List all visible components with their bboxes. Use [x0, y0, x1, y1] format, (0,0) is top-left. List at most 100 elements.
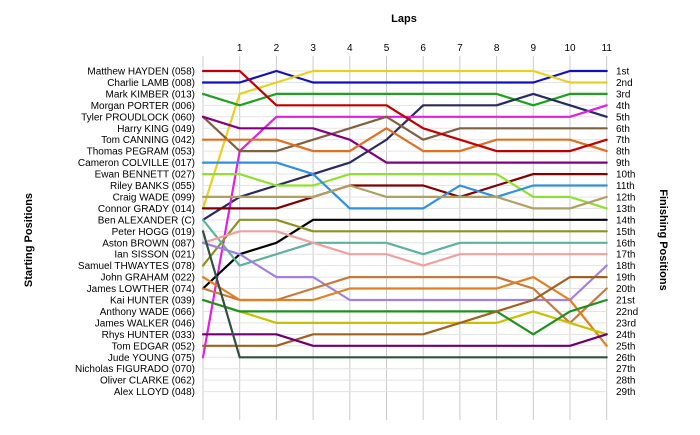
x-tick-label: 2: [274, 43, 280, 54]
finishing-position-label: 16th: [616, 238, 635, 249]
starting-position-label: Alex LLOYD (048): [114, 387, 195, 398]
starting-position-label: Connor GRADY (014): [98, 204, 195, 215]
starting-position-label: Rhys HUNTER (033): [102, 330, 195, 341]
series-line-10: [201, 173, 608, 210]
starting-position-label: Mark KIMBER (013): [106, 89, 195, 100]
series-line-17: [201, 230, 608, 267]
starting-position-label: Samuel THWAYTES (078): [78, 261, 195, 272]
starting-position-label: Matthew HAYDEN (058): [87, 67, 195, 78]
starting-position-labels: Matthew HAYDEN (058)Charlie LAMB (008)Ma…: [75, 67, 195, 399]
x-tick-label: 6: [420, 43, 426, 54]
series-line-1: [201, 69, 608, 84]
right-axis-title: Finishing Positions: [657, 189, 669, 290]
series-line-20: [201, 276, 608, 347]
finishing-position-label: 15th: [616, 227, 635, 238]
starting-position-label: Oliver CLARKE (062): [100, 376, 195, 387]
x-tick-label: 5: [384, 43, 390, 54]
starting-position-label: Ewan BENNETT (027): [95, 170, 195, 181]
finishing-position-label: 2nd: [616, 78, 633, 89]
series-line-21: [201, 298, 608, 336]
finishing-position-label: 20th: [616, 284, 635, 295]
x-tick-label: 7: [457, 43, 463, 54]
series-line-7: [201, 115, 608, 164]
finishing-position-label: 1st: [616, 67, 630, 78]
series-line-13: [201, 184, 608, 210]
x-tick-label: 3: [310, 43, 316, 54]
finishing-position-label: 27th: [616, 364, 635, 375]
x-tick-label: 8: [494, 43, 500, 54]
series-line-23: [201, 276, 608, 347]
series-line-22: [201, 298, 608, 336]
x-tick-label: 10: [564, 43, 576, 54]
starting-position-label: Charlie LAMB (008): [107, 78, 195, 89]
finishing-position-label: 9th: [616, 158, 630, 169]
finishing-position-label: 22nd: [616, 307, 638, 318]
series-line-15: [201, 218, 608, 267]
x-tick-label: 11: [602, 43, 613, 54]
starting-position-label: Riley BANKS (055): [110, 181, 195, 192]
series-line-12: [201, 161, 608, 210]
series-group: [201, 69, 608, 359]
finishing-position-label: 12th: [616, 192, 635, 203]
finishing-position-label: 5th: [616, 112, 630, 123]
starting-position-label: Kai HUNTER (039): [110, 296, 195, 307]
starting-position-label: James WALKER (046): [95, 318, 195, 329]
finishing-position-label: 19th: [616, 273, 635, 284]
finishing-position-label: 26th: [616, 353, 635, 364]
starting-position-label: Peter HOGG (019): [112, 227, 195, 238]
finishing-position-label: 28th: [616, 376, 635, 387]
x-tick-label: 9: [531, 43, 537, 54]
starting-position-label: Nicholas FIGURADO (070): [75, 364, 195, 375]
finishing-position-label: 14th: [616, 215, 635, 226]
finishing-position-label: 6th: [616, 124, 630, 135]
series-line-9: [201, 69, 608, 153]
series-line-18: [201, 241, 608, 302]
finishing-position-label: 13th: [616, 204, 635, 215]
starting-position-label: Harry KING (049): [117, 124, 195, 135]
series-line-2: [201, 69, 608, 210]
series-line-11: [201, 173, 608, 210]
starting-position-label: Ben ALEXANDER (C): [98, 215, 195, 226]
x-tick-label: 4: [347, 43, 353, 54]
left-axis-title: Starting Positions: [23, 193, 35, 287]
finishing-position-label: 8th: [616, 147, 630, 158]
series-line-3: [201, 92, 608, 107]
finishing-position-label: 23rd: [616, 318, 636, 329]
finishing-position-label: 17th: [616, 250, 635, 261]
starting-position-label: Tyler PROUDLOCK (060): [81, 112, 195, 123]
series-line-16: [201, 218, 608, 267]
grid: [202, 56, 608, 420]
x-tick-label: 1: [237, 43, 243, 54]
finishing-position-label: 24th: [616, 330, 635, 341]
finishing-position-label: 18th: [616, 261, 635, 272]
finishing-position-label: 29th: [616, 387, 635, 398]
starting-position-label: Cameron COLVILLE (017): [78, 158, 195, 169]
finishing-position-label: 25th: [616, 341, 635, 352]
finishing-position-labels: 1st2nd3rd4th5th6th7th8th9th10th11th12th1…: [616, 67, 638, 399]
finishing-position-label: 4th: [616, 101, 630, 112]
series-line-14: [201, 218, 608, 290]
x-axis-title: Laps: [391, 13, 417, 25]
starting-position-label: Thomas PEGRAM (053): [87, 147, 195, 158]
finishing-position-label: 3rd: [616, 89, 630, 100]
starting-position-label: Tom CANNING (042): [101, 135, 195, 146]
starting-position-label: Anthony WADE (066): [100, 307, 195, 318]
starting-position-label: Morgan PORTER (006): [91, 101, 195, 112]
finishing-position-label: 7th: [616, 135, 630, 146]
series-line-6: [201, 115, 608, 153]
starting-position-label: Aston BROWN (087): [102, 238, 195, 249]
finishing-position-label: 21st: [616, 296, 635, 307]
starting-position-label: Tom EDGAR (052): [112, 341, 195, 352]
starting-position-label: Ian SISSON (021): [114, 250, 195, 261]
finishing-position-label: 11th: [616, 181, 635, 192]
series-line-8: [201, 127, 608, 153]
starting-position-label: John GRAHAM (022): [101, 273, 195, 284]
series-line-4: [201, 92, 608, 221]
series-line-24: [201, 333, 608, 347]
finishing-position-label: 10th: [616, 170, 635, 181]
x-tick-labels: 1 2 3 4 5 6 7 8 9 10 11: [237, 43, 612, 54]
starting-position-label: James LOWTHER (074): [87, 284, 195, 295]
series-line-25: [201, 230, 608, 359]
starting-position-label: Craig WADE (099): [113, 192, 195, 203]
